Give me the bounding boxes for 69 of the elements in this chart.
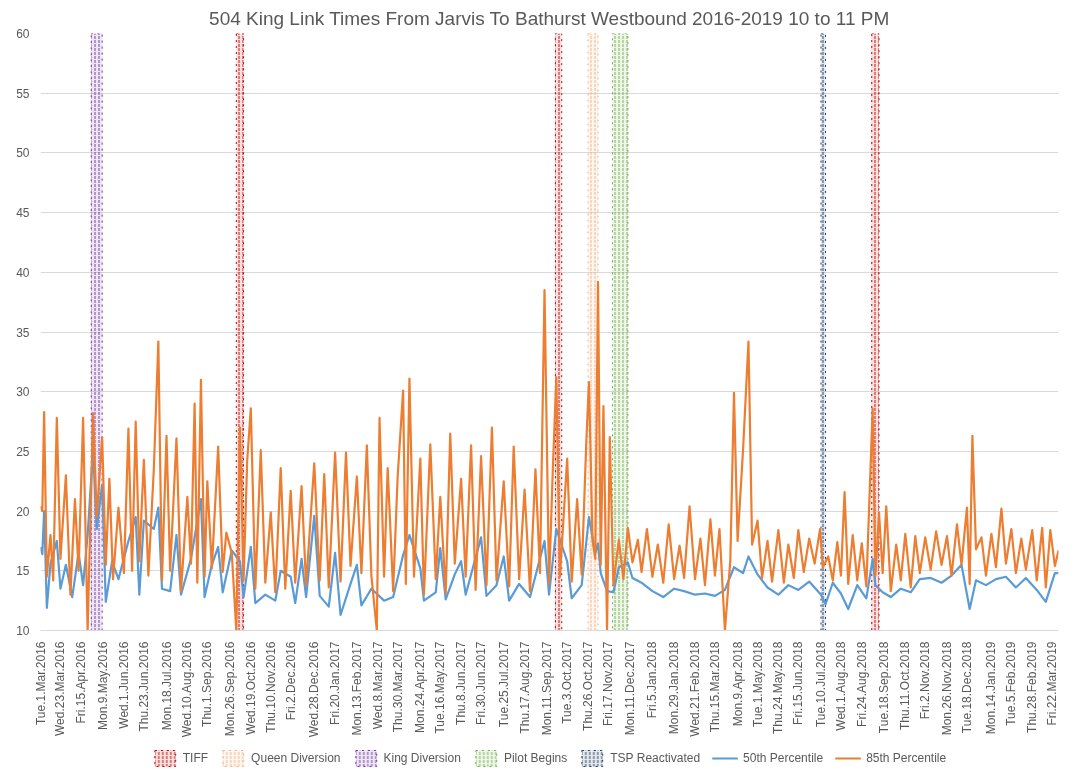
y-tick-label: 60: [16, 27, 30, 41]
legend-label: Pilot Begins: [503, 751, 568, 765]
x-tick-label: Thu.10.Nov.2016: [263, 641, 278, 733]
x-tick-label: Fri.20.Jan.2017: [328, 641, 343, 725]
x-tick-label: Thu.26.Oct.2017: [581, 641, 596, 731]
legend-label: King Diversion: [383, 751, 461, 765]
x-tick-label: Tue.16.May.2017: [433, 641, 448, 734]
y-tick-label: 30: [16, 385, 30, 400]
x-tick-label: Mon.26.Nov.2018: [940, 641, 954, 736]
y-tick-label: 20: [16, 504, 30, 519]
x-tick-label: Mon.29.Jan.2018: [667, 641, 682, 735]
x-tick-label: Tue.1.Mar.2016: [33, 641, 48, 726]
y-tick-label: 15: [16, 564, 30, 579]
y-tick-label: 50: [16, 146, 30, 161]
x-tick-label: Fri.15.Apr.2016: [74, 641, 89, 724]
legend-label: TIFF: [182, 751, 209, 765]
x-tick-label: Thu.15.Mar.2018: [707, 641, 722, 733]
x-tick-label: Wed.21.Feb.2018: [687, 641, 702, 737]
x-tick-label: Wed.19.Oct.2016: [243, 641, 258, 735]
x-tick-label: Tue.18.Sep.2018: [877, 641, 892, 734]
x-tick-label: Wed.10.Aug.2016: [180, 641, 195, 738]
y-tick-label: 45: [16, 206, 30, 221]
x-tick-label: Wed.8.Mar.2017: [370, 641, 385, 730]
x-tick-label: Wed.1.Aug.2018: [833, 641, 848, 731]
x-tick-label: Mon.24.Apr.2017: [413, 641, 428, 733]
y-tick-label: 25: [16, 444, 30, 459]
legend-label: 50th Percentile: [743, 751, 824, 765]
line-series: [40, 280, 1059, 631]
y-tick-label: 55: [16, 86, 30, 101]
x-tick-label: Tue.10.Jul.2018: [814, 641, 828, 728]
x-tick-label: Mon.11.Dec.2017: [622, 641, 637, 736]
y-tick-label: 40: [16, 265, 30, 280]
x-tick-label: Mon.18.Jul.2016: [159, 641, 174, 731]
x-tick-label: Fri.5.Jan.2018: [645, 641, 660, 719]
x-tick-label: Wed.23.Mar.2016: [53, 641, 68, 737]
x-tick-label: Fri.24.Aug.2018: [854, 641, 869, 727]
legend-label: TSP Reactivated: [610, 751, 701, 765]
x-tick-label: Wed.28.Dec.2016: [307, 641, 322, 738]
x-tick-label: Fri.15.Jun.2018: [791, 641, 806, 725]
x-tick-label: Thu.11.Oct.2018: [898, 641, 913, 730]
legend-label: 85th Percentile: [866, 751, 947, 765]
x-tick-label: Fri.2.Dec.2016: [283, 641, 298, 721]
x-tick-label: Tue.5.Feb.2019: [1004, 641, 1019, 726]
y-tick-label: 35: [16, 325, 30, 340]
x-tick-label: Tue.1.May.2018: [750, 641, 765, 727]
x-tick-label: Mon.11.Sep.2017: [540, 641, 555, 736]
x-tick-label: Tue.18.Dec.2018: [959, 641, 974, 734]
x-tick-label: Fri.17.Nov.2017: [600, 641, 615, 726]
x-tick-label: Thu.28.Feb.2019: [1025, 641, 1040, 733]
chart-title: 504 King Link Times From Jarvis To Bathurst Westbound 2016-2019 10 to 11 PM: [209, 7, 890, 29]
x-tick-label: Thu.17.Aug.2017: [517, 641, 532, 734]
x-tick-label: Mon.9.May.2016: [96, 641, 111, 730]
x-tick-label: Thu.30.Mar.2017: [390, 641, 405, 733]
x-tick-label: Mon.13.Feb.2017: [349, 641, 364, 736]
x-tick-label: Thu.1.Sep.2016: [200, 641, 215, 727]
x-tick-label: Fri.22.Mar.2019: [1045, 641, 1060, 726]
x-tick-label: Fri.30.Jun.2017: [474, 641, 489, 725]
x-tick-label: Thu.8.Jun.2017: [454, 641, 469, 725]
x-tick-label: Mon.26.Sep.2016: [222, 641, 237, 737]
x-tick-label: Thu.24.May.2018: [771, 641, 786, 734]
x-tick-label: Tue.25.Jul.2017: [496, 641, 511, 728]
x-tick-label: Tue.3.Oct.2017: [560, 641, 575, 724]
x-tick-label: Mon.14.Jan.2019: [984, 641, 999, 735]
x-tick-label: Wed.1.Jun.2016: [116, 641, 131, 729]
y-tick-label: 10: [16, 624, 30, 638]
legend-label: Queen Diversion: [251, 751, 341, 765]
x-tick-label: Thu.23.Jun.2016: [136, 641, 151, 732]
x-tick-label: Fri.2.Nov.2018: [918, 641, 933, 720]
x-tick-label: Mon.9.Apr.2018: [730, 641, 745, 727]
